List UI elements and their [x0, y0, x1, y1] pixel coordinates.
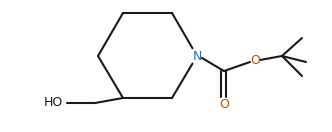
Text: N: N [192, 50, 202, 62]
Text: O: O [250, 53, 260, 67]
Text: HO: HO [43, 96, 63, 110]
Text: O: O [219, 98, 229, 110]
